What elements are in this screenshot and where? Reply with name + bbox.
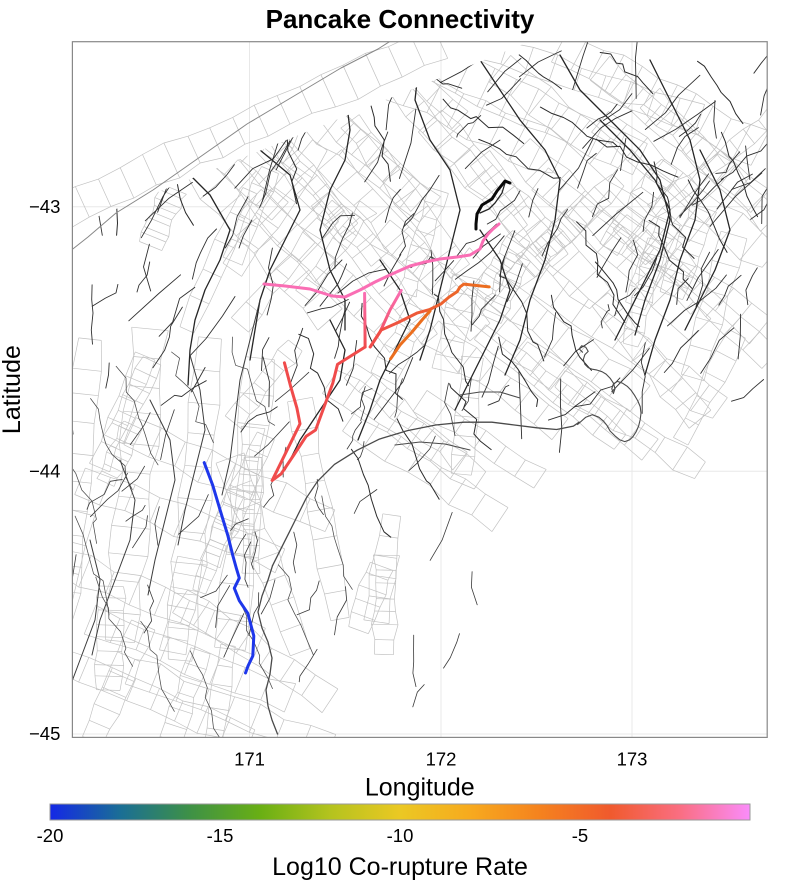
svg-text:-20: -20 (37, 825, 64, 846)
svg-text:-15: -15 (207, 825, 234, 846)
svg-text:Latitude: Latitude (0, 345, 26, 434)
svg-text:Log10 Co-rupture Rate: Log10 Co-rupture Rate (272, 853, 528, 881)
svg-text:−43: −43 (29, 196, 60, 217)
svg-text:172: 172 (426, 748, 457, 769)
svg-text:−45: −45 (29, 723, 60, 744)
svg-text:−44: −44 (29, 460, 60, 481)
svg-text:-10: -10 (387, 825, 414, 846)
svg-text:171: 171 (234, 748, 265, 769)
svg-text:173: 173 (617, 748, 648, 769)
svg-text:Longitude: Longitude (365, 773, 475, 801)
svg-text:Pancake Connectivity: Pancake Connectivity (266, 4, 535, 34)
svg-text:-5: -5 (572, 825, 588, 846)
